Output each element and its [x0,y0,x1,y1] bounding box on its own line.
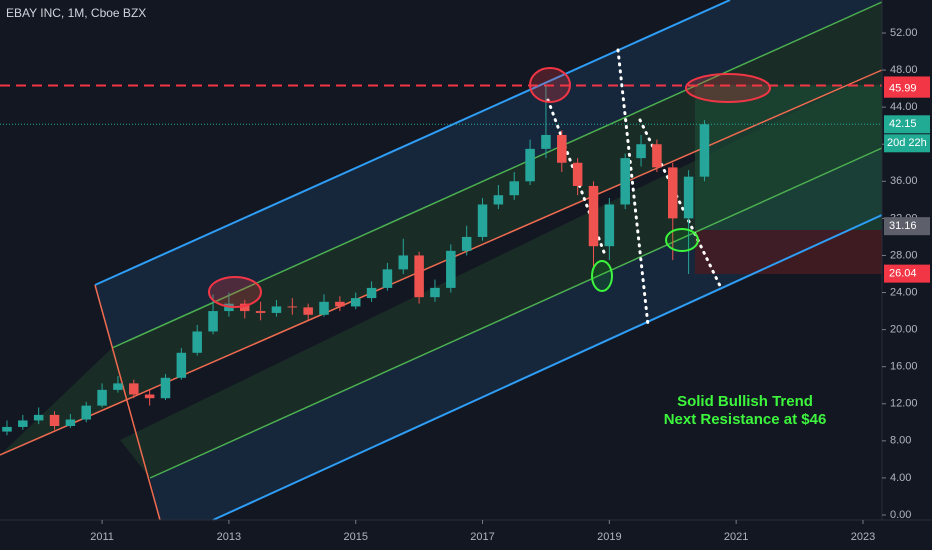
candle-body [414,255,424,298]
candle-body [81,405,91,420]
y-tick-label: 28.00 [890,249,918,261]
annotation: Next Resistance at $46 [664,411,827,428]
y-tick-label: 20.00 [890,324,918,336]
x-tick-label: 2021 [724,531,748,543]
candle-body [65,419,76,427]
plot-area [0,0,883,521]
candle-body [477,204,488,237]
annotation: Solid Bullish Trend [677,393,813,410]
channel-upper-mid [111,1,883,349]
candle-body [335,301,345,307]
y-tick-label: 4.00 [890,472,911,484]
price-marker-label: 31.16 [889,220,917,232]
candle-body [129,383,139,395]
x-tick-label: 2015 [343,531,367,543]
x-tick-label: 2017 [470,531,494,543]
candle-body [525,148,535,182]
candle-body [683,176,694,219]
y-tick-label: 36.00 [890,175,918,187]
highlight-ellipse [208,276,262,308]
candle-body [208,311,218,332]
price-marker-label: 26.04 [889,268,917,280]
overlay [208,67,771,308]
support-ellipse [665,228,699,252]
price-marker [884,264,930,283]
candle-body [33,414,44,421]
price-marker [884,115,930,134]
candle-body [176,352,187,378]
candle-body [541,134,551,149]
candle-body [667,167,678,219]
trend-dotted [616,48,650,327]
candle-body [636,144,646,159]
candle-body [144,394,155,399]
candle-body [319,301,329,315]
y-tick-label: 52.00 [890,27,918,39]
candle-body [49,414,60,427]
countdown: 20d 22h [887,137,927,149]
candle-body [192,331,202,353]
candle-body [366,287,377,299]
candle-body [2,426,12,432]
y-tick-label: 16.00 [890,361,918,373]
candle-body [652,144,662,168]
candle-body [398,255,409,270]
countdown-box [884,134,930,153]
candle-body [350,298,361,307]
candle-body [461,236,472,251]
channel-start [94,284,161,521]
price-marker-label: 45.99 [889,83,917,95]
candle-body [509,181,519,196]
candle-body [160,377,171,399]
price-marker [884,79,930,98]
candle-body [287,306,298,308]
price-marker-label: 42.15 [889,118,917,130]
candle-body [446,250,456,288]
channel-upper [94,0,731,286]
candle-body [557,134,567,163]
channel-fill-mid-upper [0,2,882,520]
highlight-ellipse [529,67,571,103]
candle-body [493,195,504,205]
y-tick-label: 12.00 [890,398,918,410]
x-tick-label: 2023 [851,531,875,543]
candle-body [699,124,710,177]
y-tick-label: 8.00 [890,435,911,447]
candle-body [113,383,123,390]
candle-body [18,420,28,427]
x-tick-label: 2019 [597,531,621,543]
candle-body [239,303,250,312]
candle-body [382,269,393,288]
candle-body [303,307,313,315]
channel-lower-mid [149,147,883,479]
channel-median [0,69,883,456]
profit-zone [695,85,882,230]
support-ellipse [591,260,613,292]
price-marker [884,217,930,236]
loss-zone [695,230,882,274]
channel-fill-mid-lower [120,70,882,478]
channel-lower [212,214,883,521]
y-tick-label: 24.00 [890,286,918,298]
candle-body [430,287,440,298]
highlight-ellipse [685,73,771,103]
x-tick-label: 2013 [217,531,241,543]
y-tick-label: 48.00 [890,64,918,76]
candle-body [604,204,615,247]
y-tick-label: 44.00 [890,101,918,113]
candle-body [97,389,107,406]
candle-body [620,158,630,205]
candle-body [588,185,599,247]
candle-body [572,162,583,186]
candle-body [271,306,282,313]
symbol-title: EBAY INC, 1M, Cboe BZX [6,6,146,20]
x-tick-label: 2011 [90,531,114,543]
candle-body [255,311,266,313]
y-tick-label: 0.00 [890,509,911,521]
